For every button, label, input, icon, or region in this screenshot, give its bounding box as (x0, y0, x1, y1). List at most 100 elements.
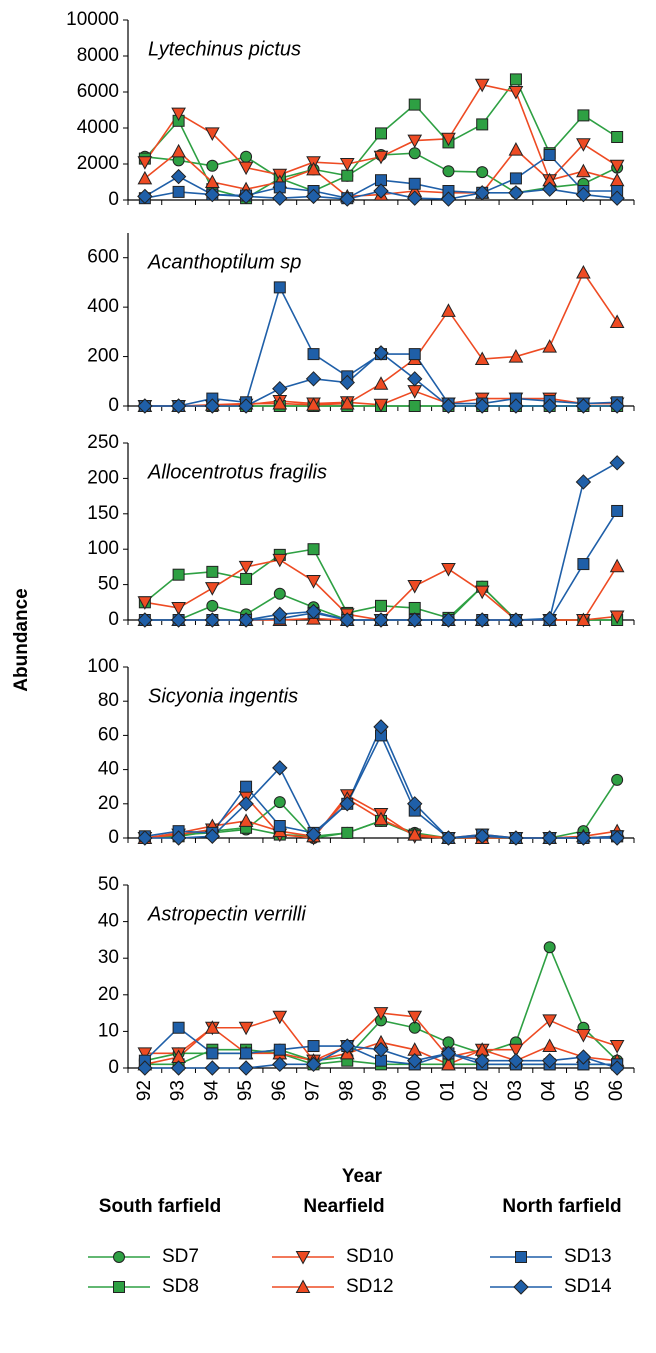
x-tick-label: 99 (370, 1080, 391, 1101)
data-point (373, 345, 389, 361)
data-point (609, 190, 625, 206)
data-point (609, 610, 625, 625)
data-point (407, 1052, 423, 1069)
data-point (171, 143, 186, 158)
x-tick-label: 97 (303, 1080, 324, 1101)
data-point (408, 348, 421, 361)
y-tick-label: 0 (108, 1057, 119, 1078)
data-point (170, 1060, 187, 1076)
data-point (373, 1041, 389, 1058)
data-point (307, 543, 320, 556)
data-point (408, 147, 421, 160)
y-tick-label: 400 (87, 296, 119, 317)
data-point (440, 612, 457, 628)
data-point (206, 1047, 219, 1060)
data-point (575, 1049, 592, 1065)
data-point (206, 565, 219, 578)
data-point (441, 303, 456, 317)
data-point (509, 73, 522, 86)
data-point (206, 599, 219, 612)
data-point (508, 1052, 524, 1069)
x-tick-label: 94 (201, 1080, 222, 1102)
data-point (238, 813, 254, 827)
data-point (508, 612, 524, 628)
x-axis-title: Year (342, 1166, 383, 1187)
data-point (373, 719, 389, 735)
data-point (440, 191, 457, 207)
legend-group-title: South farfield (99, 1196, 221, 1217)
data-point (307, 1040, 320, 1053)
data-point (577, 558, 590, 571)
x-tick-label: 04 (539, 1080, 560, 1102)
data-point (576, 612, 591, 626)
data-point (272, 1056, 288, 1073)
legend-marker (515, 1251, 527, 1263)
data-point (272, 380, 288, 397)
data-point (272, 553, 288, 568)
data-point (575, 398, 592, 414)
data-point (273, 796, 286, 809)
data-point (204, 828, 221, 844)
panel-title: Sicyonia ingentis (148, 685, 298, 707)
data-point (508, 1043, 524, 1058)
data-point (240, 1047, 253, 1060)
panel-title: Lytechinus pictus (148, 38, 301, 60)
data-point (170, 398, 187, 414)
legend-label: SD7 (162, 1246, 199, 1267)
series-line (144, 462, 618, 621)
data-point (408, 400, 421, 412)
data-point (476, 118, 489, 131)
data-point (542, 1014, 558, 1028)
data-point (137, 156, 153, 170)
data-point (339, 796, 355, 812)
data-point (306, 161, 321, 176)
data-point (172, 568, 185, 581)
data-point (474, 612, 490, 628)
data-point (238, 560, 254, 575)
data-point (609, 314, 625, 328)
data-point (441, 1056, 456, 1071)
data-point (373, 150, 389, 165)
data-point (307, 348, 320, 361)
y-tick-label: 80 (98, 690, 119, 711)
data-point (474, 828, 490, 844)
x-tick-label: 96 (269, 1080, 290, 1101)
y-tick-label: 4000 (77, 117, 119, 138)
data-point (238, 398, 254, 414)
data-point (508, 830, 524, 846)
data-point (204, 612, 221, 628)
data-point (407, 580, 423, 594)
panel-title: Astropectin verrilli (147, 903, 306, 925)
data-point (541, 398, 558, 414)
legend-label: SD14 (564, 1276, 612, 1297)
data-point (240, 150, 253, 163)
data-point (408, 601, 421, 614)
x-tick-label: 93 (168, 1080, 189, 1101)
data-point (474, 1052, 490, 1069)
data-point (407, 385, 423, 399)
data-point (305, 371, 322, 387)
data-point (474, 185, 490, 201)
data-point (137, 1047, 153, 1061)
data-point (238, 188, 254, 205)
data-point (238, 1060, 254, 1076)
data-point (611, 504, 624, 517)
data-point (577, 109, 590, 122)
legend-marker (513, 1279, 529, 1295)
data-point (238, 161, 254, 176)
y-tick-label: 30 (98, 947, 119, 968)
data-point (273, 820, 286, 833)
data-point (407, 827, 423, 841)
legend-marker (295, 1251, 311, 1265)
data-point (273, 1043, 286, 1056)
legend-label: SD13 (564, 1246, 612, 1267)
data-point (172, 185, 185, 198)
y-tick-label: 8000 (77, 45, 119, 66)
data-point (170, 612, 187, 628)
data-point (609, 455, 625, 471)
data-point (474, 351, 490, 366)
data-point (407, 371, 423, 387)
data-point (206, 159, 219, 172)
y-tick-label: 20 (98, 793, 119, 814)
data-point (137, 1060, 153, 1076)
